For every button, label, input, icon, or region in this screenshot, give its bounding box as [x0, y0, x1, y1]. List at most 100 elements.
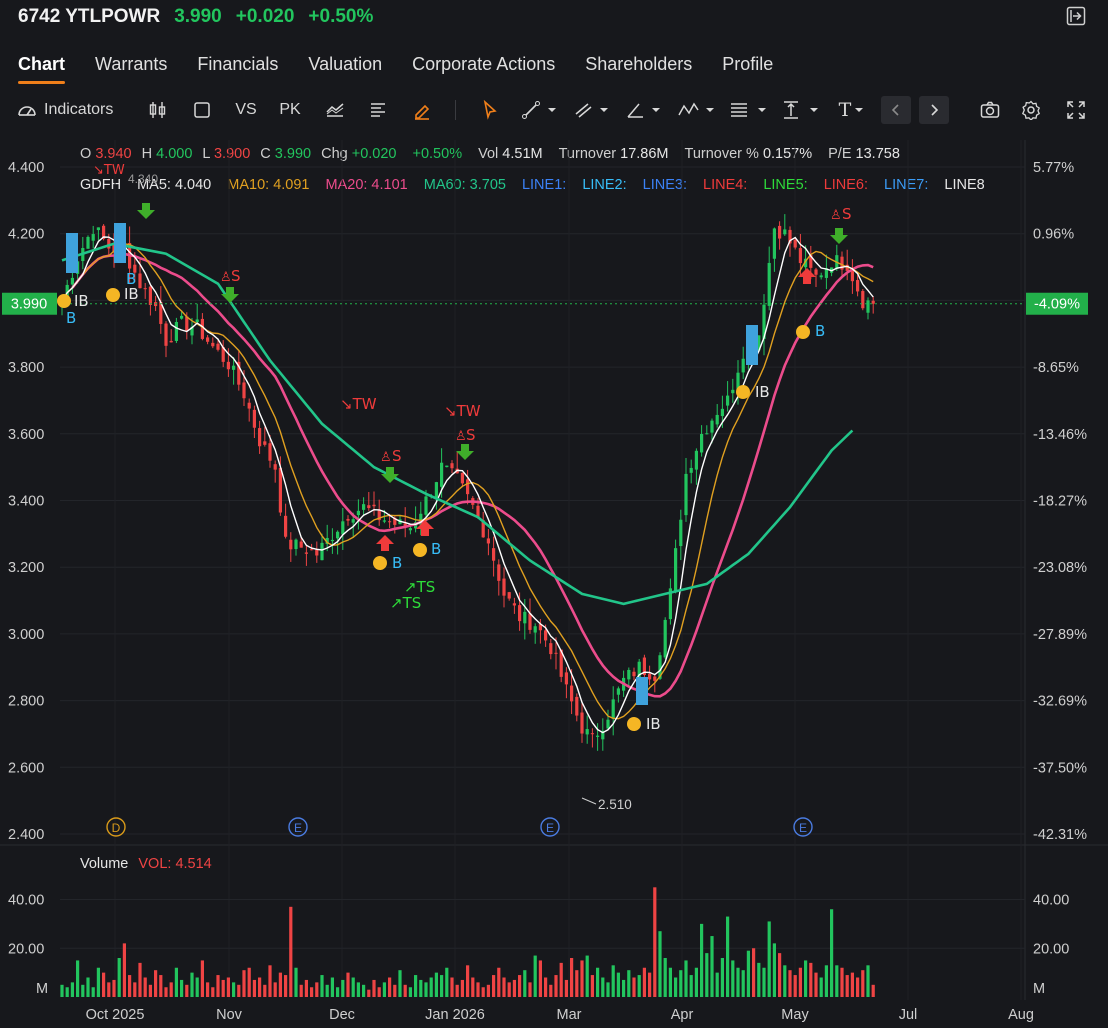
ma-legend-item: GDFH: [80, 177, 122, 193]
candle-body: [325, 537, 329, 544]
candle-body: [689, 467, 693, 473]
open-value: 3.940: [95, 146, 132, 162]
tab-profile[interactable]: Profile: [722, 54, 774, 74]
channel-tool-icon[interactable]: [572, 98, 610, 122]
indicators-button[interactable]: Indicators: [16, 98, 113, 122]
pk-button[interactable]: PK: [279, 101, 301, 118]
volume-bar: [263, 984, 267, 997]
ma-legend-item: LINE7:: [884, 177, 929, 193]
candle-body: [424, 496, 428, 515]
y-tick-label: 2.400: [8, 827, 44, 843]
volume-bar: [86, 977, 90, 997]
ma60-line: [61, 242, 854, 606]
draw-pen-icon[interactable]: [411, 98, 433, 122]
candle-body: [798, 248, 802, 264]
tab-valuation[interactable]: Valuation: [308, 54, 383, 74]
volume-bar: [206, 982, 210, 997]
text-align-icon[interactable]: [367, 98, 389, 122]
candle-body: [512, 603, 516, 606]
pct-tick-label: -37.50%: [1033, 760, 1087, 776]
s-signal: S: [392, 447, 402, 465]
tab-corporate-actions[interactable]: Corporate Actions: [412, 54, 556, 74]
y-tick-label: 2.800: [8, 694, 44, 710]
tw-signal: ↘TW: [444, 402, 481, 420]
candle-body: [866, 300, 870, 313]
tab-warrants[interactable]: Warrants: [95, 54, 168, 74]
price-change-pct: +0.50%: [308, 6, 374, 27]
measure-tool-icon[interactable]: [780, 98, 820, 122]
volume-bar: [200, 960, 204, 997]
vs-button[interactable]: VS: [235, 101, 257, 118]
next-arrow-icon[interactable]: [919, 96, 949, 124]
candle-body: [710, 420, 714, 433]
candle-body: [637, 661, 641, 680]
y-tick-label: 4.400: [8, 160, 44, 176]
tw-signal: ↘TW: [93, 163, 125, 178]
x-tick-label: Nov: [216, 1007, 243, 1023]
volume-bar: [128, 975, 132, 997]
volume-bar: [518, 975, 522, 997]
volume-bar: [772, 943, 776, 997]
candle-body: [523, 611, 527, 624]
candle-body: [741, 358, 745, 373]
event-marker-label: D: [112, 821, 121, 835]
candle-body: [299, 541, 303, 548]
current-pct-badge: [1026, 292, 1088, 315]
pe-value: 13.758: [855, 146, 900, 162]
candle-body: [871, 300, 875, 304]
fullscreen-icon[interactable]: [1065, 98, 1087, 122]
close-value: 3.990: [274, 146, 312, 162]
candle-body: [616, 688, 620, 695]
camera-icon[interactable]: [979, 98, 1001, 122]
volume-bar: [284, 975, 288, 997]
volume-bar: [559, 962, 563, 997]
sell-down-arrow-icon: [221, 287, 239, 303]
tab-shareholders[interactable]: Shareholders: [585, 54, 693, 74]
volume-bar: [440, 975, 444, 997]
volume-bar: [393, 984, 397, 997]
volume-bar: [258, 977, 262, 997]
candle-body: [622, 677, 626, 691]
volume-bar: [237, 984, 241, 997]
pct-tick-label: -4.09%: [1033, 293, 1079, 309]
volume-bar: [767, 921, 771, 997]
volume-bar: [450, 977, 454, 997]
pattern-tool-icon[interactable]: [676, 98, 716, 122]
tab-chart[interactable]: Chart: [18, 54, 66, 84]
fib-tool-icon[interactable]: [728, 98, 768, 122]
angle-tool-icon[interactable]: [624, 98, 662, 122]
vol-label: Vol: [478, 146, 499, 162]
layout-square-icon[interactable]: [192, 98, 212, 122]
settings-gear-icon[interactable]: [1020, 98, 1042, 122]
volume-bar: [668, 967, 672, 997]
candle-body: [544, 630, 548, 641]
exit-fullscreen-icon[interactable]: [1066, 6, 1086, 26]
candle-body: [559, 649, 563, 677]
volume-bar: [648, 972, 652, 997]
line-tool-icon[interactable]: [520, 98, 558, 122]
volume-bar: [211, 987, 215, 997]
candle-body: [211, 342, 215, 347]
volume-bar: [221, 979, 225, 997]
candle-body: [419, 513, 423, 525]
tab-financials[interactable]: Financials: [197, 54, 279, 74]
candle-body: [263, 441, 267, 445]
cursor-icon[interactable]: [479, 98, 501, 122]
candle-body: [840, 256, 844, 270]
volume-bar: [299, 984, 303, 997]
alert-icon: ♙: [830, 208, 842, 223]
candle-body: [497, 564, 501, 581]
volume-bar: [601, 977, 605, 997]
sell-down-arrow-icon: [456, 444, 474, 460]
prev-arrow-icon[interactable]: [881, 96, 911, 124]
candlestick-type-icon[interactable]: [147, 98, 169, 122]
area-chart-icon[interactable]: [324, 98, 346, 122]
volume-bar: [419, 979, 423, 997]
text-tool-button[interactable]: T: [832, 98, 872, 122]
volume-bar: [424, 982, 428, 997]
volume-bar: [575, 970, 579, 997]
volume-bar: [351, 977, 355, 997]
volume-bar: [580, 960, 584, 997]
toolbar-divider: [455, 100, 456, 120]
volume-bar: [684, 960, 688, 997]
